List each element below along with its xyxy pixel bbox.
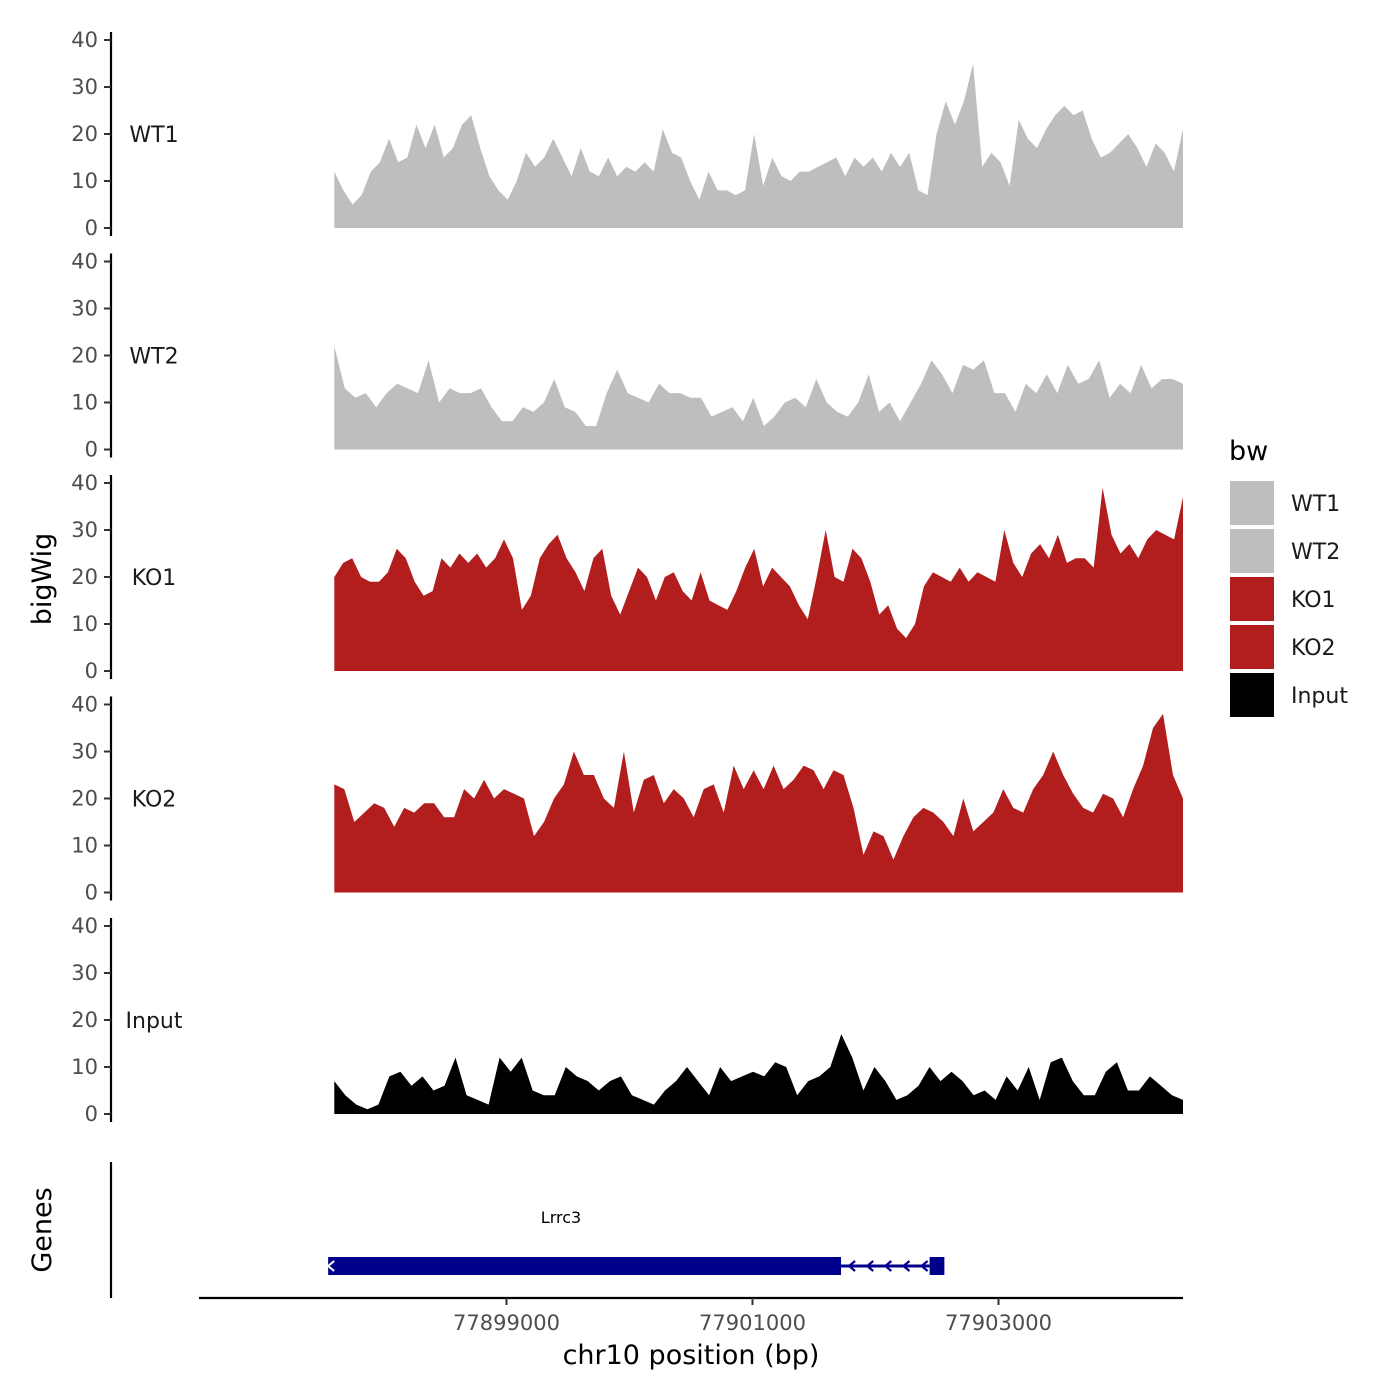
y-tick-label: 10: [71, 391, 98, 415]
signal-area-ko2: [334, 713, 1183, 893]
y-tick-label: 10: [71, 1055, 98, 1079]
legend-label: Input: [1291, 684, 1348, 709]
y-tick-label: 40: [71, 914, 98, 938]
y-tick-label: 20: [71, 565, 98, 589]
y-tick-label: 20: [71, 1008, 98, 1032]
y-tick-label: 30: [71, 297, 98, 321]
signal-area-ko1: [334, 487, 1183, 671]
strand-arrow: [901, 1260, 911, 1272]
strand-arrow: [919, 1260, 929, 1272]
y-tick-label: 30: [71, 75, 98, 99]
legend-item: Input: [1230, 673, 1348, 717]
y-tick-label: 20: [71, 344, 98, 368]
x-axis-title: chr10 position (bp): [563, 1340, 820, 1371]
y-tick-label: 40: [71, 693, 98, 717]
legend-item: WT2: [1230, 529, 1340, 573]
gene-track: Genes Lrrc3: [27, 1162, 945, 1298]
signal-area-input: [334, 1034, 1183, 1114]
y-tick-label: 0: [85, 216, 98, 240]
legend-swatch: [1230, 625, 1274, 669]
track-label: KO2: [132, 788, 177, 813]
y-tick-label: 20: [71, 122, 98, 146]
legend-item: KO1: [1230, 577, 1336, 621]
strand-arrow: [326, 1260, 335, 1272]
x-tick-label: 77903000: [945, 1311, 1052, 1335]
track-label: Input: [126, 1009, 183, 1034]
track-label: KO1: [132, 566, 177, 591]
track-ko1: 0 10 20 30 40 KO1: [71, 471, 1183, 683]
legend-title: bw: [1229, 436, 1268, 467]
strand-arrow: [865, 1260, 874, 1272]
legend-label: KO2: [1291, 636, 1336, 661]
y-tick-label: 20: [71, 787, 98, 811]
track-label: WT2: [129, 345, 178, 370]
x-ticks: 77899000 77901000 77903000: [453, 1298, 1052, 1335]
y-tick-label: 40: [71, 250, 98, 274]
y-tick-label: 40: [71, 471, 98, 495]
strand-arrow: [883, 1260, 893, 1272]
x-tick-label: 77901000: [699, 1311, 806, 1335]
gene-exon: [328, 1257, 842, 1275]
track-input: 0 10 20 30 40 Input: [71, 914, 1183, 1126]
legend-swatch: [1230, 481, 1274, 525]
legend-swatch: [1230, 529, 1274, 573]
track-ko2: 0 10 20 30 40 KO2: [71, 693, 1183, 905]
x-tick-label: 77899000: [453, 1311, 560, 1335]
x-axis: 77899000 77901000 77903000 chr10 position …: [199, 1296, 1183, 1371]
y-tick-label: 30: [71, 740, 98, 764]
legend-swatch: [1230, 673, 1274, 717]
signal-area-wt1: [334, 63, 1183, 228]
track-label: WT1: [129, 123, 178, 148]
gene-name-label: Lrrc3: [541, 1208, 581, 1227]
signal-area-wt2: [334, 346, 1183, 450]
legend: bw WT1 WT2 KO1 KO2 Input: [1229, 436, 1348, 717]
y-tick-label: 0: [85, 438, 98, 462]
y-tick-label: 10: [71, 834, 98, 858]
legend-swatch: [1230, 577, 1274, 621]
track-wt1: 0 10 20 30 40 WT1: [71, 28, 1183, 240]
legend-items: WT1 WT2 KO1 KO2 Input: [1230, 481, 1348, 717]
y-tick-label: 10: [71, 612, 98, 636]
signal-tracks: 0 10 20 30 40 WT1 0 10 20 30 40 WT2 0 10 20 30 40 KO1 0 10 2…: [71, 28, 1183, 1126]
y-tick-label: 30: [71, 961, 98, 985]
legend-item: KO2: [1230, 625, 1336, 669]
strand-arrow: [847, 1260, 856, 1272]
legend-label: WT1: [1291, 492, 1340, 517]
y-tick-label: 0: [85, 1102, 98, 1126]
y-axis-title: bigWig: [27, 533, 58, 626]
y-tick-label: 0: [85, 659, 98, 683]
gene-body: [326, 1257, 945, 1275]
track-wt2: 0 10 20 30 40 WT2: [71, 250, 1183, 462]
y-tick-label: 30: [71, 518, 98, 542]
gene-exon: [929, 1257, 945, 1275]
y-tick-label: 10: [71, 169, 98, 193]
legend-item: WT1: [1230, 481, 1340, 525]
legend-label: KO1: [1291, 588, 1336, 613]
gene-track-title: Genes: [27, 1187, 58, 1272]
y-tick-label: 40: [71, 28, 98, 52]
legend-label: WT2: [1291, 540, 1340, 565]
y-tick-label: 0: [85, 881, 98, 905]
